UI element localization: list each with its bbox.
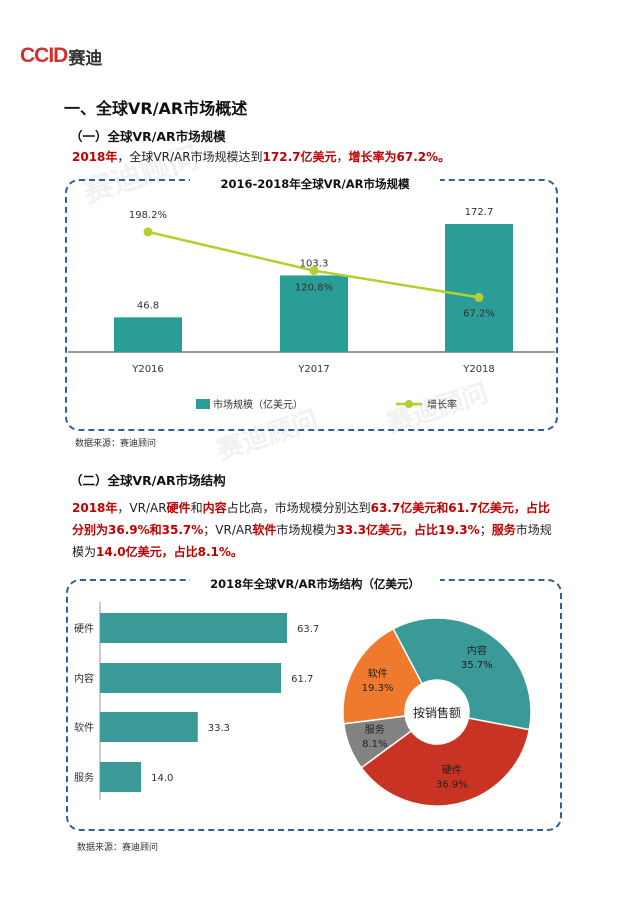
growth-rate-label: 67.2% [463, 308, 495, 319]
donut-category-label: 软件 [368, 667, 388, 680]
subsection-heading-1: （一）全球VR/AR市场规模 [70, 129, 226, 144]
highlight-text: 14.0亿美元，占比8.1%。 [96, 545, 243, 559]
category-label: 服务 [74, 771, 94, 784]
hbar-软件 [100, 712, 198, 742]
market-structure-paragraph: 2018年，VR/AR硬件和内容占比高，市场规模分别达到63.7亿美元和61.7… [72, 497, 572, 563]
hbar-服务 [100, 762, 142, 792]
hbar-硬件 [100, 613, 287, 643]
legend-label-line: 增长率 [427, 398, 457, 411]
highlight-text: 增长率为67.2%。 [348, 150, 451, 164]
bar-value-label: 172.7 [465, 207, 494, 218]
chart1-source: 数据来源：赛迪顾问 [75, 439, 157, 449]
donut-center-label: 按销售额 [413, 705, 461, 720]
growth-rate-point [474, 292, 484, 302]
hbar-内容 [100, 663, 282, 693]
bar-Y2017 [280, 275, 348, 352]
highlight-text: 2018年 [72, 150, 118, 164]
donut-slice-硬件 [360, 717, 531, 807]
ccid-logo: CCID 赛迪 [20, 44, 103, 69]
bar-Y2016 [114, 317, 182, 352]
section-heading: 一、全球VR/AR市场概述 [64, 99, 248, 118]
x-tick-label: Y2016 [131, 364, 164, 375]
highlight-text: 2018年 [72, 501, 118, 515]
hbar-value-label: 33.3 [208, 723, 230, 734]
hbar-value-label: 63.7 [297, 624, 319, 635]
highlight-text: 硬件 [166, 501, 191, 515]
bar-value-label: 46.8 [137, 300, 159, 311]
market-size-paragraph: 2018年，全球VR/AR市场规模达到172.7亿美元，增长率为67.2%。 [72, 147, 572, 168]
legend-label-bar: 市场规模（亿美元） [213, 398, 303, 411]
x-tick-label: Y2017 [297, 364, 330, 375]
highlight-text: 172.7亿美元 [262, 150, 337, 164]
hbar-value-label: 61.7 [291, 674, 313, 685]
donut-category-label: 硬件 [442, 764, 462, 776]
donut-percent-label: 8.1% [362, 739, 387, 750]
growth-rate-point [309, 266, 319, 276]
subsection-heading-2: （二）全球VR/AR市场结构 [70, 473, 226, 488]
body-text: ；VR/AR [203, 523, 253, 537]
body-text: 市场规模为 [276, 523, 337, 537]
growth-rate-point [143, 227, 153, 237]
donut-percent-label: 35.7% [461, 660, 493, 671]
body-text: ，全球VR/AR市场规模达到 [117, 150, 263, 164]
category-label: 硬件 [74, 623, 94, 635]
growth-rate-label: 198.2% [129, 210, 167, 221]
hbar-value-label: 14.0 [151, 773, 173, 784]
market-size-chart-title: 2016-2018年全球VR/AR市场规模 [190, 176, 440, 192]
bar-Y2018 [445, 224, 513, 352]
x-tick-label: Y2018 [462, 364, 495, 375]
highlight-text: 内容 [202, 501, 227, 515]
category-label: 内容 [74, 672, 94, 685]
donut-percent-label: 36.9% [436, 779, 468, 790]
category-label: 软件 [74, 721, 94, 734]
body-text: ，VR/AR [117, 501, 167, 515]
market-structure-chart-title: 2018年全球VR/AR市场结构（亿美元） [190, 576, 440, 592]
highlight-text: 分别为36.9%和35.7% [72, 523, 204, 537]
body-text: 占比高，市场规模分别达到 [226, 501, 371, 515]
donut-slice-软件 [342, 627, 424, 725]
logo-cn: 赛迪 [68, 48, 103, 69]
highlight-text: 33.3亿美元，占比19.3% [336, 523, 480, 537]
body-text: ； [479, 523, 492, 537]
market-size-chart: 46.8 Y2016 103.3 Y2017 172.7 Y2018 198.2% 120.8… [68, 207, 555, 411]
logo-latin: CCID [20, 44, 68, 67]
donut-slice-内容 [392, 617, 532, 731]
bar-value-label: 103.3 [300, 258, 329, 269]
chart2-source: 数据来源：赛迪顾问 [77, 843, 159, 853]
body-text: ， [336, 150, 349, 164]
legend-swatch-bar [196, 399, 210, 409]
body-text: 市场规 [515, 523, 552, 537]
highlight-text: 服务 [491, 523, 516, 537]
donut-category-label: 服务 [365, 723, 385, 736]
body-text: 模为 [72, 545, 97, 559]
growth-rate-label: 120.8% [295, 283, 333, 294]
body-text: 和 [190, 501, 203, 515]
legend-swatch-point [405, 400, 413, 408]
highlight-text: 63.7亿美元和61.7亿美元，占比 [370, 501, 550, 515]
highlight-text: 软件 [252, 523, 277, 537]
donut-category-label: 内容 [467, 644, 487, 657]
donut-percent-label: 19.3% [362, 683, 394, 694]
